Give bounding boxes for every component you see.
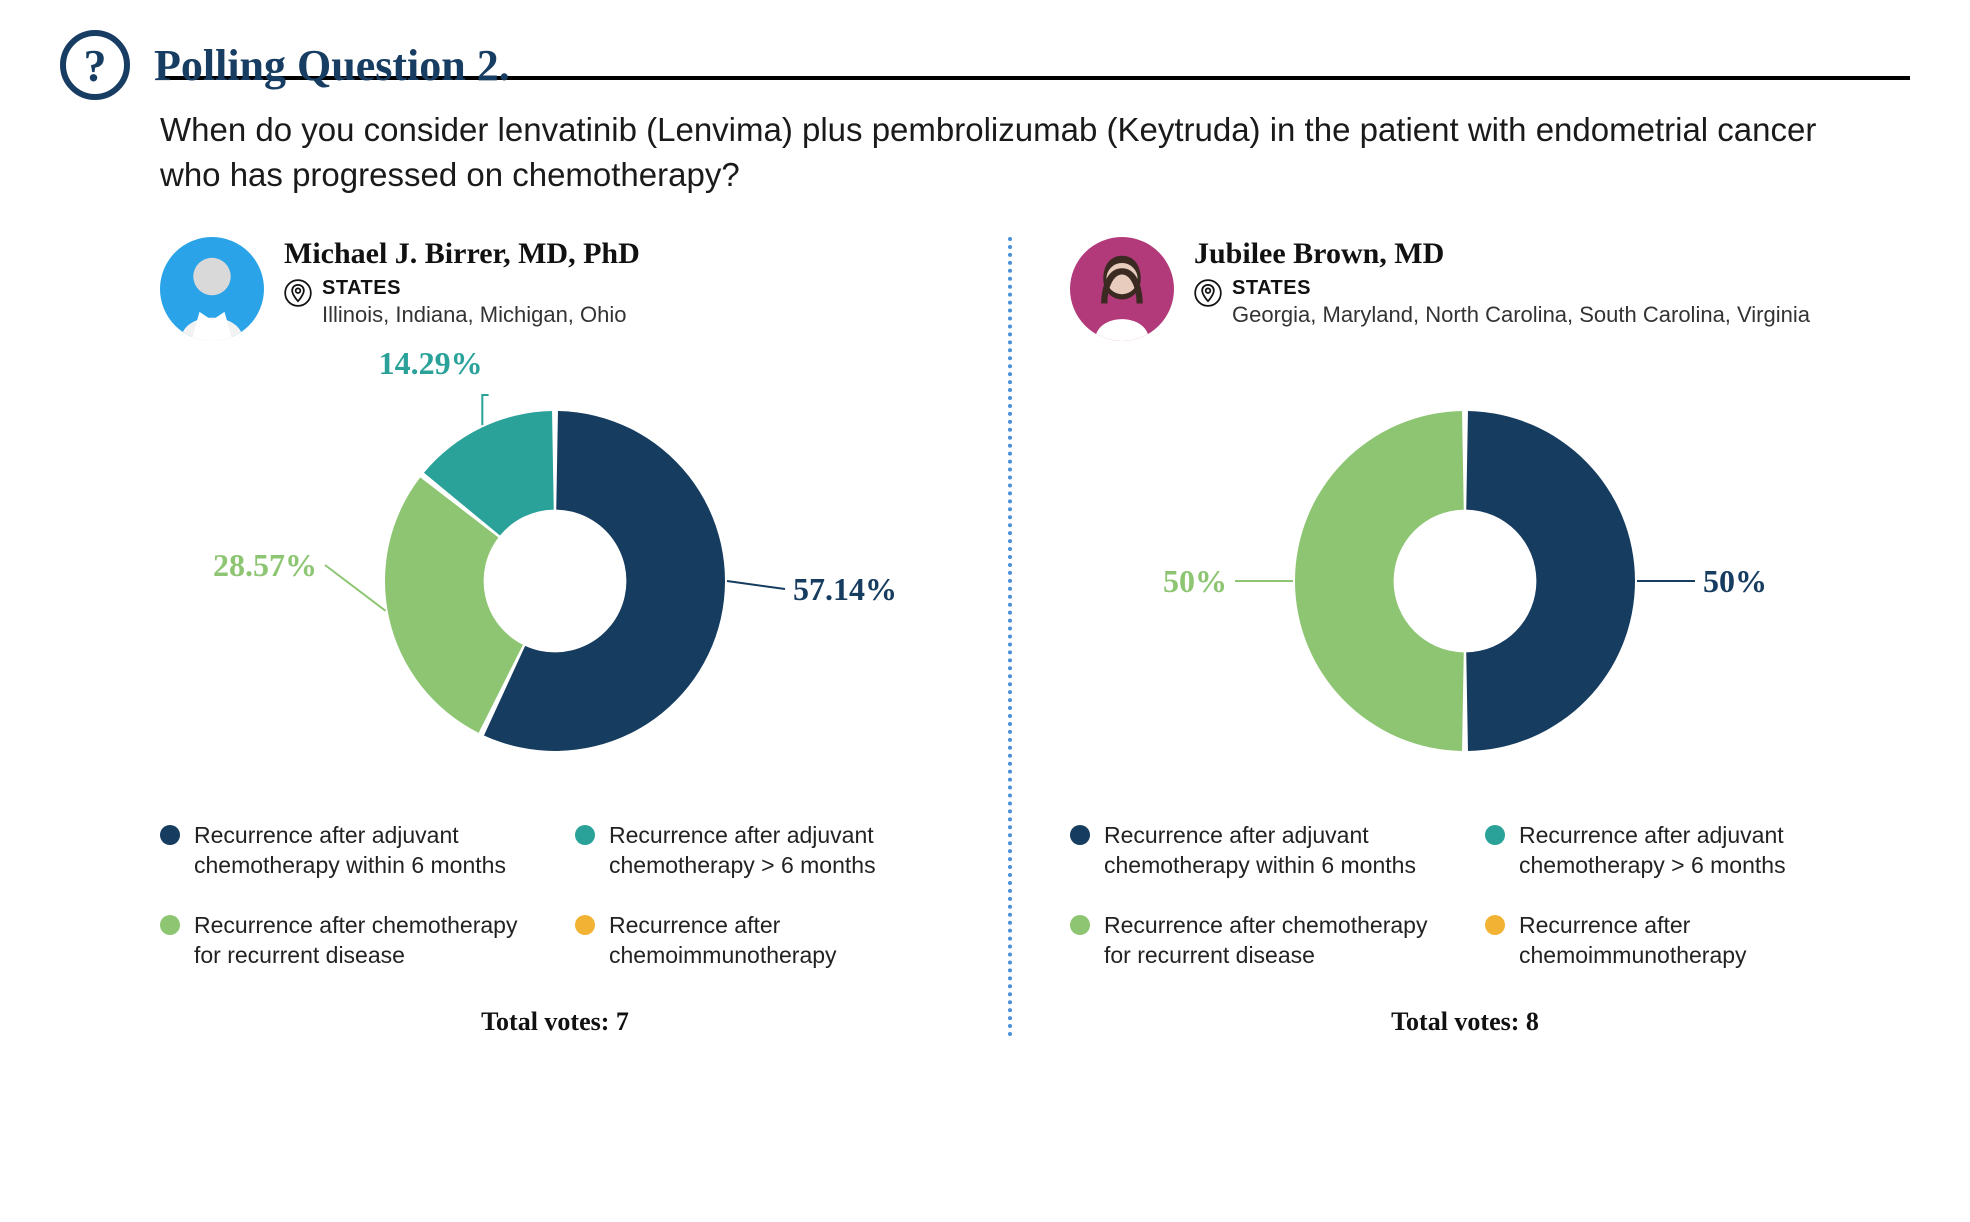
leader-line	[727, 581, 785, 589]
donut-svg	[1070, 381, 1860, 781]
person-name: Jubilee Brown, MD	[1194, 237, 1810, 271]
question-text: When do you consider lenvatinib (Lenvima…	[160, 108, 1830, 197]
legend-item: Recurrence after adjuvant chemotherapy >…	[1485, 821, 1860, 881]
donut-chart: 57.14%28.57%14.29%	[160, 381, 950, 781]
avatar	[1070, 237, 1174, 341]
legend-item: Recurrence after chemotherapy for recurr…	[160, 911, 535, 971]
legend: Recurrence after adjuvant chemotherapy w…	[160, 821, 950, 971]
slice-percent-label: 14.29%	[379, 345, 483, 382]
person-info: Michael J. Birrer, MD, PhD STATES Illino…	[284, 237, 640, 328]
person-info: Jubilee Brown, MD STATES Georgia, Maryla…	[1194, 237, 1810, 328]
legend-label: Recurrence after adjuvant chemotherapy w…	[194, 821, 535, 881]
legend-item: Recurrence after chemotherapy for recurr…	[1070, 911, 1445, 971]
panel-divider	[1008, 237, 1012, 1037]
panel-left: Michael J. Birrer, MD, PhD STATES Illino…	[110, 237, 1000, 1037]
states-block: STATES Georgia, Maryland, North Carolina…	[1232, 277, 1810, 328]
panels-container: Michael J. Birrer, MD, PhD STATES Illino…	[110, 237, 1910, 1037]
legend-swatch	[1485, 915, 1505, 935]
question-mark-icon: ?	[60, 30, 130, 100]
legend-item: Recurrence after adjuvant chemotherapy w…	[1070, 821, 1445, 881]
legend-swatch	[1485, 825, 1505, 845]
legend-swatch	[160, 915, 180, 935]
person-name: Michael J. Birrer, MD, PhD	[284, 237, 640, 271]
location-pin-icon	[1194, 279, 1222, 307]
states-row: STATES Georgia, Maryland, North Carolina…	[1194, 277, 1810, 328]
states-row: STATES Illinois, Indiana, Michigan, Ohio	[284, 277, 640, 328]
states-list: Georgia, Maryland, North Carolina, South…	[1232, 302, 1810, 328]
question-mark-glyph: ?	[84, 39, 107, 92]
total-votes: Total votes: 7	[160, 1007, 950, 1037]
states-label: STATES	[1232, 277, 1810, 300]
states-list: Illinois, Indiana, Michigan, Ohio	[322, 302, 627, 328]
legend-label: Recurrence after adjuvant chemotherapy >…	[1519, 821, 1860, 881]
page-title: Polling Question 2.	[154, 40, 510, 91]
legend-label: Recurrence after adjuvant chemotherapy w…	[1104, 821, 1445, 881]
donut-slice	[1466, 411, 1635, 751]
donut-slice	[1295, 411, 1464, 751]
legend-item: Recurrence after chemoimmunotherapy	[1485, 911, 1860, 971]
legend-item: Recurrence after adjuvant chemotherapy >…	[575, 821, 950, 881]
legend-swatch	[1070, 915, 1090, 935]
header: ? Polling Question 2.	[60, 30, 1910, 100]
legend-item: Recurrence after adjuvant chemotherapy w…	[160, 821, 535, 881]
donut-svg	[160, 381, 950, 781]
legend-swatch	[575, 825, 595, 845]
legend-label: Recurrence after chemotherapy for recurr…	[1104, 911, 1445, 971]
person-row: Jubilee Brown, MD STATES Georgia, Maryla…	[1070, 237, 1860, 341]
legend-label: Recurrence after chemotherapy for recurr…	[194, 911, 535, 971]
leader-line	[482, 395, 488, 425]
legend: Recurrence after adjuvant chemotherapy w…	[1070, 821, 1860, 971]
person-row: Michael J. Birrer, MD, PhD STATES Illino…	[160, 237, 950, 341]
legend-item: Recurrence after chemoimmunotherapy	[575, 911, 950, 971]
donut-chart: 50%50%	[1070, 381, 1860, 781]
states-block: STATES Illinois, Indiana, Michigan, Ohio	[322, 277, 627, 328]
legend-label: Recurrence after chemoimmunotherapy	[1519, 911, 1860, 971]
legend-swatch	[1070, 825, 1090, 845]
states-label: STATES	[322, 277, 627, 300]
legend-swatch	[575, 915, 595, 935]
legend-label: Recurrence after chemoimmunotherapy	[609, 911, 950, 971]
avatar	[160, 237, 264, 341]
total-votes: Total votes: 8	[1070, 1007, 1860, 1037]
avatar-placeholder-icon	[160, 237, 264, 341]
legend-swatch	[160, 825, 180, 845]
location-pin-icon	[284, 279, 312, 307]
leader-line	[325, 565, 386, 611]
panel-right: Jubilee Brown, MD STATES Georgia, Maryla…	[1020, 237, 1910, 1037]
legend-label: Recurrence after adjuvant chemotherapy >…	[609, 821, 950, 881]
avatar-placeholder-icon	[1070, 237, 1174, 341]
